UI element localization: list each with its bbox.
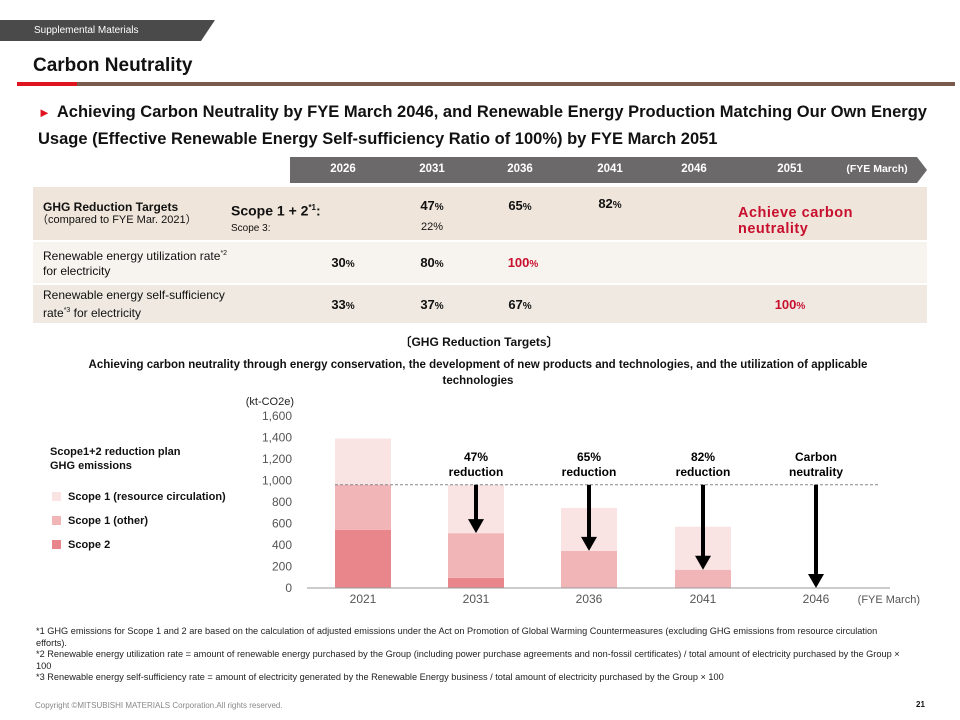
bar-2021-series-0 — [335, 529, 391, 588]
ghg-2031: 47% — [420, 198, 444, 213]
reduction-annotation: reduction — [676, 465, 731, 479]
self-2031: 37% — [420, 297, 444, 312]
legend-swatch — [52, 492, 61, 501]
legend-title: Scope1+2 reduction plan GHG emissions — [50, 446, 181, 472]
reduction-arrow-head-icon — [808, 574, 824, 588]
y-axis-label: (kt-CO2e) — [246, 396, 294, 408]
bar-2036-series-1 — [561, 550, 617, 588]
self-sufficiency-label: Renewable energy self-sufficiency rate*3 … — [43, 288, 225, 320]
page-title: Carbon Neutrality — [33, 55, 193, 76]
y-tick-label: 1,600 — [262, 409, 292, 423]
reduction-annotation: Carbon — [795, 450, 837, 464]
year-2026: 2026 — [330, 163, 356, 175]
y-tick-label: 800 — [272, 495, 292, 509]
reduction-annotation: 47% — [464, 450, 488, 464]
x-axis-label: (FYE March) — [858, 594, 920, 606]
y-tick-label: 200 — [272, 560, 292, 574]
x-tick-label: 2021 — [350, 592, 377, 606]
bar-2031-series-0 — [448, 577, 504, 588]
title-rule-accent — [17, 82, 77, 86]
x-tick-label: 2031 — [463, 592, 490, 606]
footnote-3: *3 Renewable energy self-sufficiency rat… — [36, 672, 724, 682]
legend-scope1-resource: Scope 1 (resource circulation) — [52, 491, 226, 503]
row-self-sufficiency: Renewable energy self-sufficiency rate*3 … — [33, 285, 927, 323]
self-2026: 33% — [331, 297, 355, 312]
y-tick-label: 1,400 — [262, 431, 292, 445]
ghg-label: GHG Reduction Targets — [43, 200, 179, 214]
footnotes: *1 GHG emissions for Scope 1 and 2 are b… — [36, 626, 906, 684]
y-tick-label: 1,000 — [262, 474, 292, 488]
legend-swatch — [52, 540, 61, 549]
year-2031: 2031 — [419, 163, 445, 175]
reduction-arrow-head-icon — [581, 536, 597, 551]
util-2031: 80% — [420, 255, 444, 270]
year-2041: 2041 — [597, 163, 623, 175]
y-tick-label: 1,200 — [262, 452, 292, 466]
util-2026: 30% — [331, 255, 355, 270]
util-2036: 100% — [507, 255, 539, 270]
footnote-2: *2 Renewable energy utilization rate = a… — [36, 649, 900, 671]
self-2051: 100% — [774, 297, 806, 312]
title-rule — [77, 82, 955, 86]
ghg-sublabel: （compared to FYE Mar. 2021） — [37, 214, 197, 226]
year-2046: 2046 — [681, 163, 707, 175]
bar-2021-series-1 — [335, 484, 391, 530]
utilization-label: Renewable energy utilization rate*2 for e… — [43, 249, 228, 278]
y-tick-label: 600 — [272, 517, 292, 531]
triangle-bullet-icon: ► — [38, 105, 51, 120]
reduction-annotation: neutrality — [789, 465, 843, 479]
bar-2031-series-1 — [448, 533, 504, 578]
achieve-carbon-neutrality: Achieve carbon neutrality — [738, 205, 853, 237]
x-tick-label: 2046 — [803, 592, 830, 606]
ghg-chart: (kt-CO2e) 0 200 400 600 800 1,000 1,200 1,400 1,… — [246, 396, 920, 606]
self-2036: 67% — [508, 297, 532, 312]
reduction-arrow-head-icon — [468, 519, 484, 534]
x-tick-label: 2036 — [576, 592, 603, 606]
year-unit: (FYE March) — [846, 163, 908, 175]
chart-subtitle: Achieving carbon neutrality through ener… — [88, 359, 868, 387]
scope3-2031: 22% — [420, 221, 444, 233]
ghg-2036: 65% — [508, 198, 532, 213]
reduction-annotation: 82% — [691, 450, 715, 464]
page-number: 21 — [916, 700, 925, 709]
y-tick-label: 400 — [272, 538, 292, 552]
row-utilization: Renewable energy utilization rate*2 for e… — [33, 242, 927, 283]
headline-text: Achieving Carbon Neutrality by FYE March… — [38, 103, 927, 148]
year-header-bar — [290, 157, 927, 183]
y-tick-label: 0 — [285, 581, 292, 595]
bar-2041-series-1 — [675, 569, 731, 588]
reduction-annotation: reduction — [562, 465, 617, 479]
chart-title: 〔GHG Reduction Targets〕 — [399, 335, 559, 349]
year-2036: 2036 — [507, 163, 533, 175]
scope12-label: Scope 1 + 2*1: — [231, 202, 321, 219]
section-tag: Supplemental Materials — [0, 20, 215, 41]
reduction-arrow-head-icon — [695, 555, 711, 570]
row-ghg: GHG Reduction Targets （compared to FYE M… — [33, 187, 927, 240]
footnote-1: *1 GHG emissions for Scope 1 and 2 are b… — [36, 626, 878, 648]
scope3-label: Scope 3: — [231, 223, 271, 234]
reduction-annotation: reduction — [449, 465, 504, 479]
copyright: Copyright ©MITSUBISHI MATERIALS Corporat… — [35, 701, 283, 710]
bar-2021-series-2 — [335, 438, 391, 485]
x-tick-label: 2041 — [690, 592, 717, 606]
headline: ► Achieving Carbon Neutrality by FYE Marc… — [38, 99, 948, 152]
legend-swatch — [52, 516, 61, 525]
year-2051: 2051 — [777, 163, 803, 175]
reduction-annotation: 65% — [577, 450, 601, 464]
ghg-2041: 82% — [598, 196, 622, 211]
legend-scope2: Scope 2 — [52, 539, 110, 551]
legend-scope1-other: Scope 1 (other) — [52, 515, 148, 527]
